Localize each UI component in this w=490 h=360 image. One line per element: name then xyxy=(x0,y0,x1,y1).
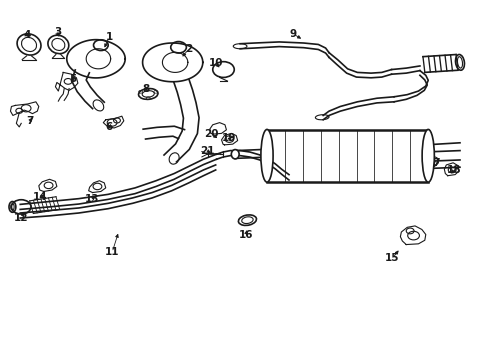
Text: 18: 18 xyxy=(447,165,462,175)
Text: 11: 11 xyxy=(105,247,120,257)
Text: 15: 15 xyxy=(385,253,400,263)
Text: 19: 19 xyxy=(222,133,237,143)
Text: 2: 2 xyxy=(185,44,193,54)
Text: 10: 10 xyxy=(208,58,223,68)
Text: 8: 8 xyxy=(143,84,150,94)
Text: 12: 12 xyxy=(14,213,28,222)
Bar xyxy=(267,130,428,182)
Text: 17: 17 xyxy=(427,158,442,168)
Text: 4: 4 xyxy=(24,30,31,40)
Text: 9: 9 xyxy=(289,29,296,39)
Text: 14: 14 xyxy=(32,192,47,202)
Text: 5: 5 xyxy=(70,74,76,84)
Ellipse shape xyxy=(231,149,239,159)
Ellipse shape xyxy=(422,130,434,182)
Text: 20: 20 xyxy=(204,129,219,139)
Text: 16: 16 xyxy=(239,230,253,239)
Text: 13: 13 xyxy=(85,194,100,204)
Text: 3: 3 xyxy=(55,27,62,37)
Text: 7: 7 xyxy=(26,116,34,126)
Text: 1: 1 xyxy=(105,32,113,42)
Ellipse shape xyxy=(261,130,273,182)
Text: 6: 6 xyxy=(105,122,113,132)
Text: 21: 21 xyxy=(199,145,214,156)
